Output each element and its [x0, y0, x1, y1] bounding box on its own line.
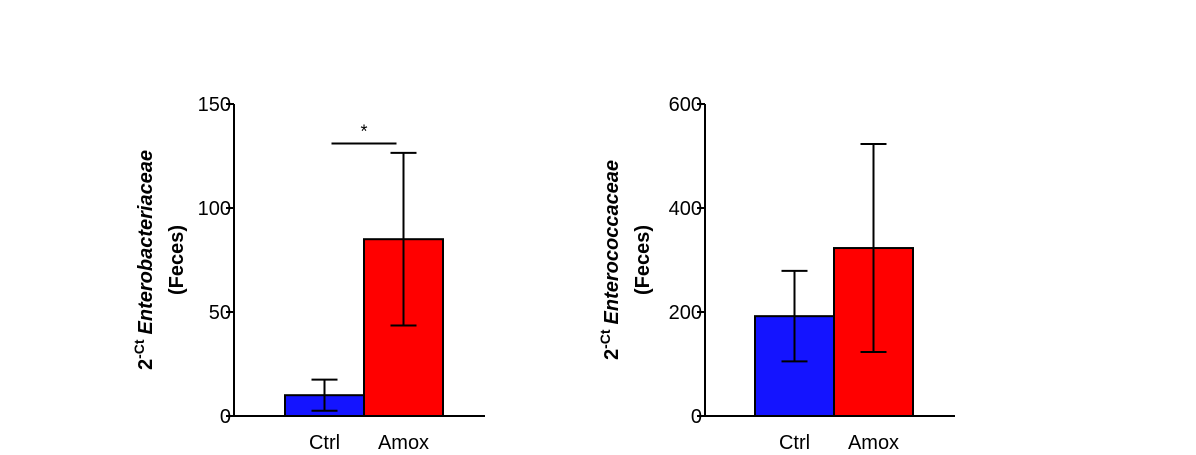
y-axis-title-line-1: 2-Ct Enterococcaceae	[597, 160, 623, 360]
y-tick-label: 100	[198, 198, 231, 220]
significance-label: *	[360, 122, 367, 142]
plot-area: 0 200 400 600 Ctrl Amox	[669, 94, 955, 454]
y-axis-title: 2-Ct Enterobacteriaceae (Feces)	[131, 150, 188, 370]
x-tick-label-ctrl: Ctrl	[309, 432, 340, 450]
y-axis-title-base: 2	[135, 359, 157, 370]
y-tick-label: 50	[209, 302, 231, 324]
x-tick-label-amox: Amox	[848, 432, 899, 450]
y-tick-label: 0	[691, 406, 702, 428]
y-axis-title-base: 2	[601, 349, 623, 360]
y-tick-label: 200	[669, 302, 702, 324]
y-tick-label: 0	[220, 406, 231, 428]
y-axis-title-taxon: Enterococcaceae	[601, 160, 623, 325]
y-tick-label: 400	[669, 198, 702, 220]
plot-area: 0 50 100 150 Ctrl Amox *	[198, 94, 485, 454]
chart-panel-enterobacteriaceae: 2-Ct Enterobacteriaceae (Feces) 0 50 100 150…	[131, 94, 485, 454]
x-tick-label-amox: Amox	[378, 432, 429, 450]
y-axis-title-taxon: Enterobacteriaceae	[135, 150, 157, 335]
y-axis-title-sample: (Feces)	[632, 225, 654, 295]
y-axis-title: 2-Ct Enterococcaceae (Feces)	[597, 160, 654, 360]
y-axis-title-line-1: 2-Ct Enterobacteriaceae	[131, 150, 157, 370]
y-axis-title-sample: (Feces)	[166, 225, 188, 295]
y-axis-title-superscript: -Ct	[131, 339, 147, 359]
y-axis-title-superscript: -Ct	[597, 329, 613, 349]
x-tick-label-ctrl: Ctrl	[779, 432, 810, 450]
chart-panel-enterococcaceae: 2-Ct Enterococcaceae (Feces) 0 200 400 600 Ct…	[597, 94, 955, 454]
y-tick-label: 150	[198, 94, 231, 116]
y-tick-label: 600	[669, 94, 702, 116]
